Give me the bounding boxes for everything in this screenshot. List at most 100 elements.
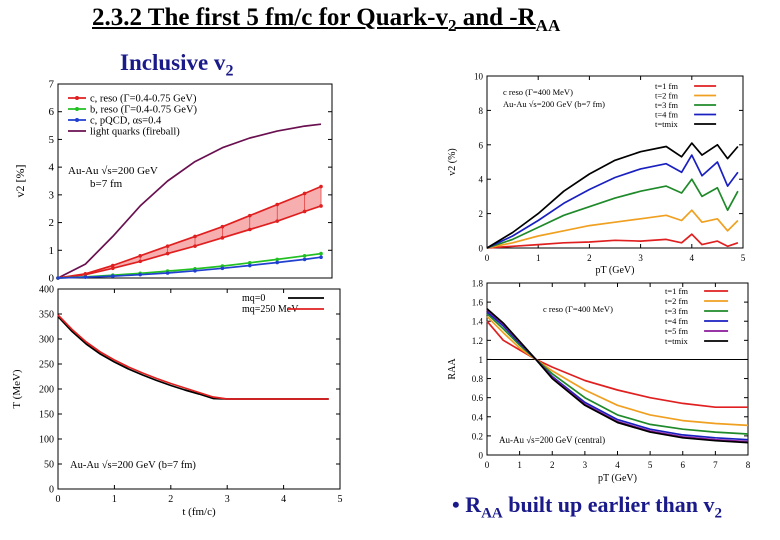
data-point	[138, 259, 142, 264]
y-tick-label: 1.6	[472, 298, 484, 308]
y-axis-label: RAA	[447, 358, 458, 380]
y-tick-label: 0.8	[472, 374, 484, 384]
data-point	[275, 202, 280, 207]
data-point	[165, 271, 170, 275]
data-point	[111, 263, 115, 268]
plot-frame	[57, 83, 333, 279]
y-axis-label: v2 (%)	[447, 148, 458, 176]
series-line-t-4-fm	[486, 311, 749, 441]
series-line-t-3-fm	[486, 178, 739, 249]
legend-label: t=3 fm	[655, 100, 678, 110]
y-tick-label: 0.6	[472, 393, 484, 403]
x-tick-label: 4	[690, 253, 695, 263]
y-tick-label: 6	[49, 106, 55, 118]
x-axis-label: pT (GeV)	[598, 473, 637, 484]
x-tick-label: 8	[746, 460, 751, 470]
data-point	[56, 276, 60, 280]
footnote-subscript-aa: AA	[481, 505, 503, 522]
data-point	[248, 227, 252, 232]
data-point	[138, 254, 142, 258]
title-text-mid: and -R	[456, 4, 536, 31]
series-line-mq-0	[57, 315, 329, 400]
legend-label: t=tmix	[665, 336, 688, 346]
title-subscript: 2	[447, 16, 457, 35]
data-point	[319, 251, 323, 256]
data-point	[138, 272, 142, 277]
y-tick-label: 0	[49, 273, 55, 285]
x-tick-label: 0	[485, 253, 490, 263]
chart-annotation: b=7 fm	[90, 178, 123, 190]
data-point	[165, 244, 170, 248]
data-point	[302, 209, 307, 214]
x-tick-label: 3	[638, 253, 643, 263]
data-point	[83, 275, 88, 279]
title-subscript-aa: AA	[535, 16, 561, 35]
data-point	[248, 263, 252, 268]
data-point	[111, 266, 115, 271]
chart-annotation: Au-Au √s=200 GeV (b=7 fm)	[503, 99, 605, 109]
y-tick-label: 2	[479, 209, 484, 219]
y-tick-label: 100	[39, 435, 54, 446]
series-line-mq-250-mev	[57, 314, 329, 400]
y-tick-label: 1	[49, 245, 55, 257]
data-point	[220, 236, 225, 240]
data-point	[193, 268, 197, 273]
data-point	[275, 219, 280, 223]
data-point	[193, 234, 197, 239]
y-tick-label: 8	[479, 106, 484, 116]
series-line-t-3-fm	[486, 312, 749, 435]
subtitle: Inclusive v2	[120, 50, 233, 81]
footnote-text-r: R	[465, 492, 482, 517]
series-line-light-quarks-fireball-	[57, 123, 322, 279]
data-point	[220, 266, 225, 271]
chart-annotation: Au-Au √s=200 GeV	[68, 165, 158, 177]
series-line-b-reso	[57, 252, 322, 279]
legend-marker	[75, 107, 79, 111]
x-tick-label: 7	[713, 460, 718, 470]
x-tick-label: 2	[168, 494, 173, 505]
legend-label: light quarks (fireball)	[90, 127, 180, 138]
raa-pt-chart: 0 0.2 0.4 0.6 0.8 1 1.2 1.4 1.6 1.8 0 1 2 3 4 5 6 7 8 t=1 f…	[447, 277, 752, 487]
y-axis-label: v2 [%]	[13, 165, 27, 198]
y-tick-label: 0	[49, 485, 54, 496]
x-tick-label: 2	[550, 460, 555, 470]
v2-pt-chart: 0 2 4 6 8 10 0 1 2 3 4 5 t=1 fmt=2 fmt=3 fmt=4 fmt=t…	[447, 70, 747, 276]
legend-label: t=4 fm	[655, 110, 678, 120]
footnote-text: built up earlier than v	[502, 492, 715, 517]
data-point	[302, 254, 307, 258]
data-point	[319, 204, 323, 208]
series-line-t-4-fm	[486, 154, 739, 249]
series-line-c-pqcd	[57, 256, 322, 279]
chart-annotation: c reso (Γ=400 MeV)	[503, 87, 573, 97]
footnote: • RAA built up earlier than v2	[452, 492, 722, 522]
legend-label: t=3 fm	[665, 306, 688, 316]
series-line-t-1-fm	[486, 320, 748, 409]
x-axis-label: pT (GeV)	[596, 265, 635, 276]
series-line-t-tmix	[486, 308, 749, 444]
y-tick-label: 5	[49, 134, 55, 146]
legend-label: t=1 fm	[665, 286, 688, 296]
y-tick-label: 300	[39, 335, 54, 346]
footnote-subscript-2: 2	[714, 505, 722, 522]
y-tick-label: 3	[49, 189, 55, 201]
chart-annotation: Au-Au √s=200 GeV (b=7 fm)	[70, 459, 196, 471]
y-tick-label: 350	[39, 310, 54, 321]
legend-label: t=1 fm	[655, 81, 678, 91]
series-line-t-tmix	[486, 142, 739, 249]
x-tick-label: 0	[485, 460, 490, 470]
y-tick-label: 50	[44, 460, 54, 471]
y-tick-label: 4	[479, 175, 484, 185]
data-point	[302, 191, 307, 196]
legend-label: mq=250 MeV	[242, 304, 299, 315]
x-tick-label: 0	[56, 494, 61, 505]
y-tick-label: 250	[39, 360, 54, 371]
subtitle-subscript: 2	[225, 62, 234, 80]
series-line-t-2-fm	[486, 209, 739, 249]
y-tick-label: 4	[49, 162, 55, 174]
data-point	[275, 257, 280, 262]
y-tick-label: 6	[479, 140, 484, 150]
y-tick-label: 1.8	[472, 279, 484, 289]
y-tick-label: 0	[479, 244, 484, 254]
x-tick-label: 4	[615, 460, 620, 470]
x-tick-label: 5	[338, 494, 343, 505]
